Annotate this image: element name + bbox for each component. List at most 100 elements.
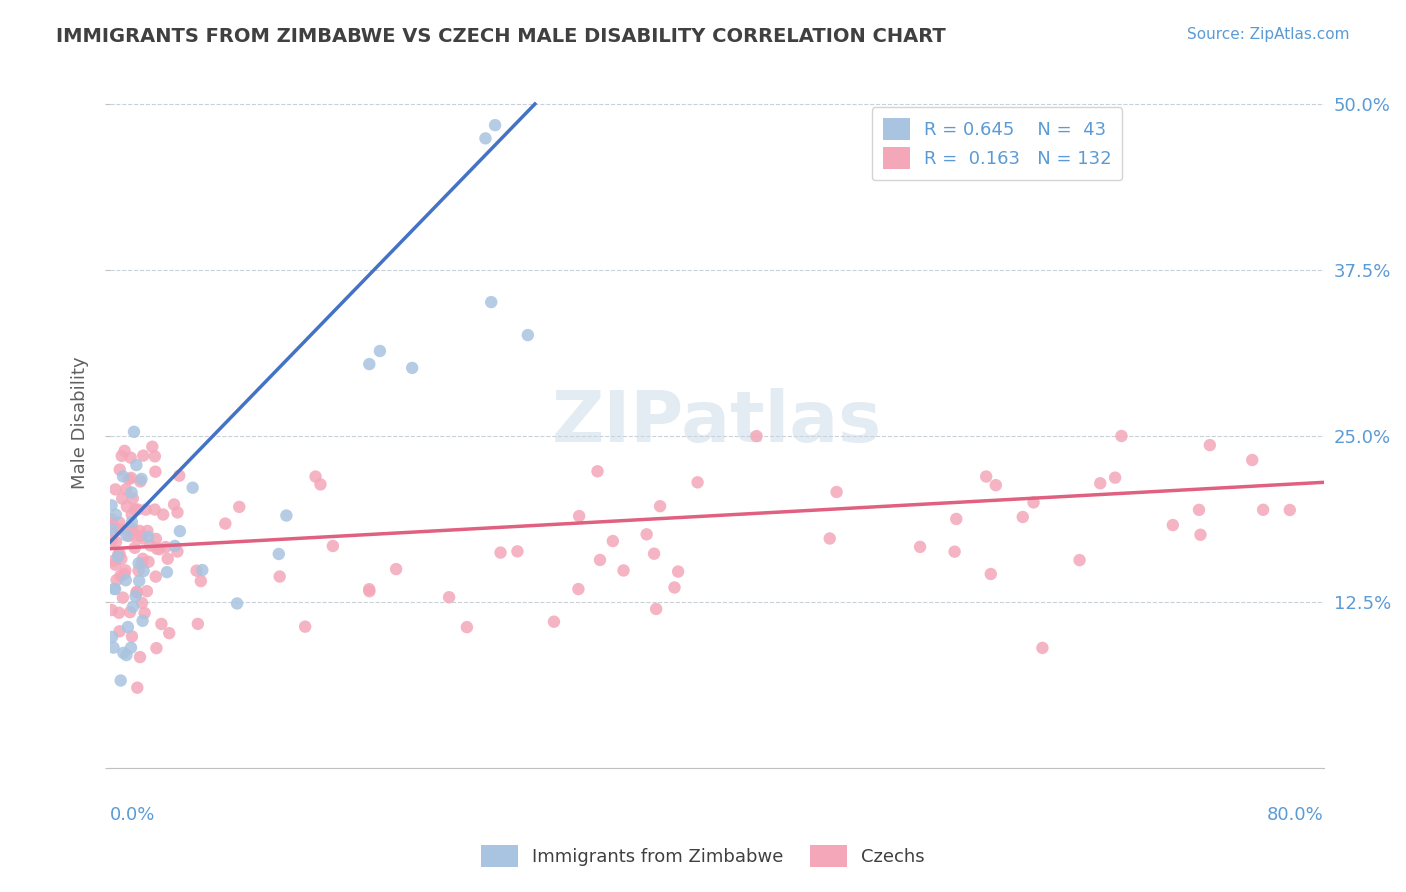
Point (118, 529, 141, 543)
Point (385, 562, 408, 576)
Point (139, 538, 162, 552)
Point (115, 500, 138, 514)
Point (567, 582, 589, 596)
Point (228, 500, 250, 514)
Point (100, 533, 122, 548)
Point (128, 524, 150, 538)
Point (322, 539, 344, 553)
Point (636, 527, 658, 541)
Text: 80.0%: 80.0% (1267, 805, 1324, 823)
Point (122, 425, 145, 439)
Point (1241, 453, 1264, 467)
Point (745, 429, 768, 443)
Legend: Immigrants from Zimbabwe, Czechs: Immigrants from Zimbabwe, Czechs (474, 838, 932, 874)
Point (131, 614, 153, 628)
Point (108, 547, 131, 561)
Point (101, 516, 124, 531)
Point (143, 502, 166, 516)
Point (157, 626, 180, 640)
Point (645, 602, 668, 616)
Point (108, 624, 131, 639)
Point (150, 616, 173, 631)
Point (108, 462, 131, 476)
Text: 0.0%: 0.0% (110, 805, 156, 823)
Point (107, 549, 129, 564)
Point (437, 591, 460, 605)
Point (908, 540, 931, 554)
Point (818, 532, 841, 546)
Point (121, 515, 143, 529)
Point (516, 328, 538, 343)
Point (121, 629, 143, 643)
Point (118, 472, 141, 486)
Point (648, 499, 671, 513)
Point (104, 508, 127, 522)
Point (127, 502, 149, 516)
Point (1188, 503, 1211, 517)
Point (110, 673, 132, 688)
Point (191, 563, 214, 577)
Point (166, 544, 188, 558)
Point (664, 581, 686, 595)
Point (167, 468, 190, 483)
Point (125, 585, 148, 599)
Point (110, 568, 132, 582)
Point (117, 620, 139, 634)
Point (1251, 503, 1274, 517)
Point (309, 477, 332, 491)
Point (124, 589, 146, 603)
Point (359, 584, 381, 599)
Point (115, 483, 138, 497)
Point (1189, 527, 1212, 541)
Point (1090, 476, 1112, 491)
Point (115, 648, 138, 662)
Point (128, 574, 150, 588)
Point (586, 464, 609, 478)
Point (132, 449, 155, 463)
Point (506, 544, 529, 558)
Point (1278, 503, 1301, 517)
Point (112, 469, 135, 483)
Point (1031, 640, 1053, 655)
Point (359, 582, 381, 597)
Point (120, 524, 142, 538)
Point (141, 440, 163, 454)
Point (100, 498, 122, 512)
Point (479, 295, 502, 310)
Point (121, 485, 143, 500)
Point (643, 547, 665, 561)
Point (124, 502, 146, 516)
Point (1198, 438, 1220, 452)
Point (666, 565, 689, 579)
Point (138, 555, 160, 569)
Point (127, 681, 149, 695)
Point (108, 516, 131, 530)
Point (1104, 470, 1126, 484)
Point (612, 564, 634, 578)
Point (145, 532, 167, 546)
Point (101, 630, 124, 644)
Point (146, 541, 169, 556)
Point (121, 521, 143, 535)
Point (143, 450, 166, 464)
Point (602, 534, 624, 549)
Point (368, 343, 391, 358)
Point (104, 483, 127, 497)
Point (169, 524, 191, 538)
Point (1011, 510, 1033, 524)
Point (103, 554, 125, 568)
Point (131, 472, 153, 486)
Point (136, 530, 159, 544)
Point (104, 558, 127, 572)
Point (108, 606, 131, 620)
Point (112, 646, 135, 660)
Point (111, 449, 134, 463)
Point (145, 569, 167, 583)
Point (456, 620, 478, 634)
Point (145, 465, 167, 479)
Point (568, 509, 591, 524)
Point (108, 523, 131, 537)
Text: Source: ZipAtlas.com: Source: ZipAtlas.com (1187, 27, 1350, 42)
Point (120, 450, 142, 465)
Point (945, 512, 967, 526)
